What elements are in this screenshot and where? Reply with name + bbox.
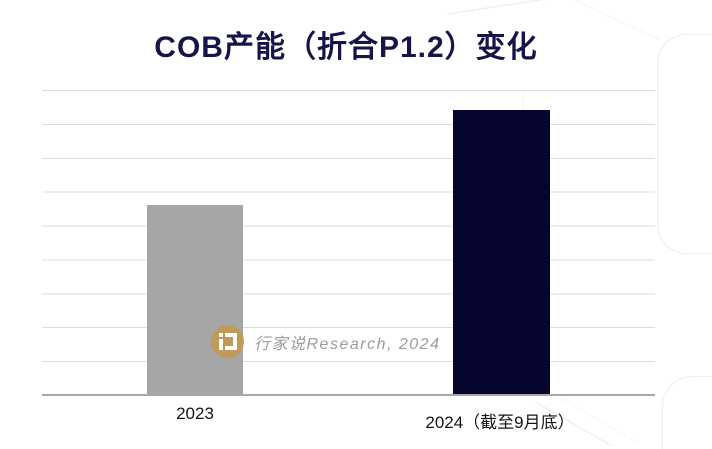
bar-2023: [147, 205, 243, 395]
logo-dot: [219, 333, 223, 337]
bar-2024: [453, 110, 550, 395]
watermark: 行家说Research, 2024: [211, 325, 440, 358]
hangjiashuo-logo-icon: [211, 325, 244, 358]
x-tick-label-2023: 2023: [176, 404, 214, 423]
x-axis-line: [42, 394, 655, 396]
chart-title: COB产能（折合P1.2）变化: [154, 31, 538, 64]
background-rounded-corner-bottom-right: [662, 376, 712, 449]
plot-area: [42, 90, 655, 396]
logo-stem: [219, 339, 223, 350]
logo-bracket: [225, 333, 237, 350]
background-rounded-corner-top-right: [657, 34, 712, 254]
watermark-text: 行家说Research, 2024: [254, 335, 441, 353]
x-tick-label-2024: 2024（截至9月底）: [425, 413, 575, 432]
